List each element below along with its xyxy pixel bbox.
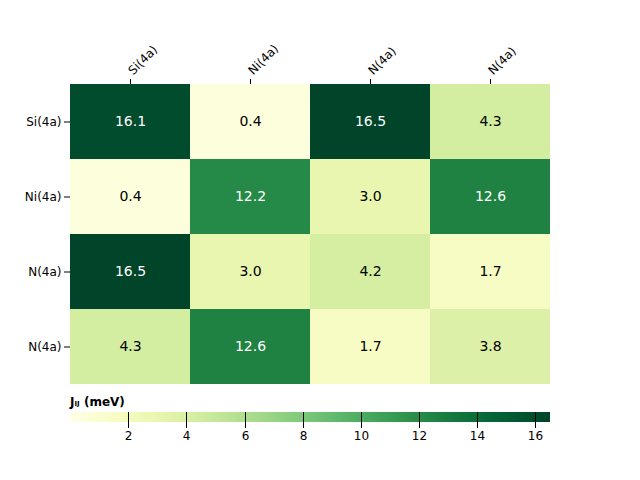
svg-text:3.8: 3.8 xyxy=(479,338,501,354)
svg-text:16.5: 16.5 xyxy=(355,113,386,129)
svg-text:12.6: 12.6 xyxy=(235,338,266,354)
svg-text:N(4a): N(4a) xyxy=(485,44,518,77)
svg-text:14: 14 xyxy=(470,429,485,443)
svg-text:3.0: 3.0 xyxy=(359,188,381,204)
svg-text:Ni(4a): Ni(4a) xyxy=(25,190,62,204)
svg-text:0.4: 0.4 xyxy=(239,113,261,129)
svg-text:1.7: 1.7 xyxy=(479,263,501,279)
svg-text:8: 8 xyxy=(300,429,308,443)
svg-text:12.6: 12.6 xyxy=(475,188,506,204)
svg-text:3.0: 3.0 xyxy=(239,263,261,279)
svg-text:4.3: 4.3 xyxy=(119,338,141,354)
svg-text:Jᵢⱼ (meV): Jᵢⱼ (meV) xyxy=(69,395,125,409)
svg-text:4.2: 4.2 xyxy=(359,263,381,279)
svg-text:N(4a): N(4a) xyxy=(365,44,398,77)
svg-text:Si(4a): Si(4a) xyxy=(125,43,160,78)
svg-text:12: 12 xyxy=(412,429,427,443)
svg-text:4: 4 xyxy=(183,429,191,443)
svg-text:12.2: 12.2 xyxy=(235,188,266,204)
svg-text:0.4: 0.4 xyxy=(119,188,141,204)
svg-text:Si(4a): Si(4a) xyxy=(26,115,61,129)
svg-text:N(4a): N(4a) xyxy=(28,265,61,279)
svg-text:16.1: 16.1 xyxy=(115,113,146,129)
svg-text:4.3: 4.3 xyxy=(479,113,501,129)
svg-text:16: 16 xyxy=(528,429,543,443)
svg-text:1.7: 1.7 xyxy=(359,338,381,354)
svg-text:2: 2 xyxy=(125,429,133,443)
svg-text:6: 6 xyxy=(242,429,250,443)
svg-text:16.5: 16.5 xyxy=(115,263,146,279)
svg-text:Ni(4a): Ni(4a) xyxy=(245,42,281,78)
svg-text:10: 10 xyxy=(354,429,369,443)
svg-text:N(4a): N(4a) xyxy=(28,340,61,354)
